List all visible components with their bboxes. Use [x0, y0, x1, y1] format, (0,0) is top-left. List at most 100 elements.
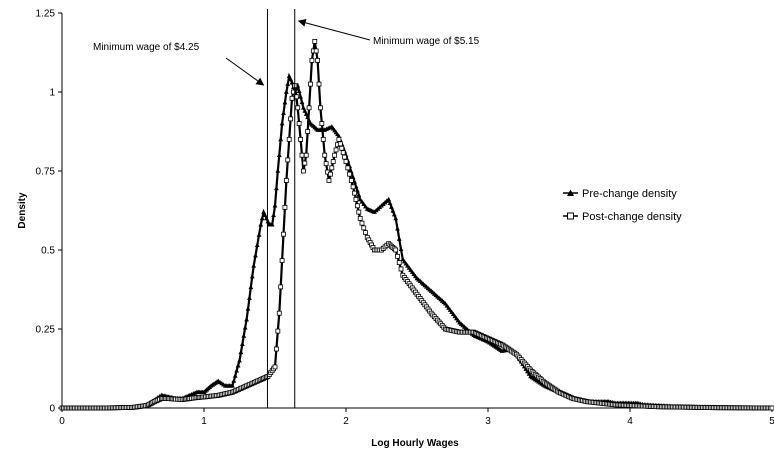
data-point	[244, 316, 249, 322]
data-point	[393, 247, 399, 253]
data-point	[309, 58, 315, 63]
data-point	[282, 99, 288, 105]
minimum-wage-lines	[266, 9, 296, 408]
y-tick-label: 1.25	[36, 9, 56, 20]
x-tick-label: 4	[627, 416, 633, 427]
data-point	[306, 105, 312, 111]
data-point	[329, 165, 335, 171]
series-line	[62, 72, 772, 410]
data-point	[356, 192, 362, 197]
data-point	[357, 215, 363, 221]
data-point	[235, 363, 241, 368]
data-point	[256, 232, 262, 237]
annotation-min-wage-515: Minimum wage of $5.15	[373, 36, 480, 47]
data-point	[353, 197, 359, 202]
data-point	[272, 364, 278, 370]
data-point	[352, 190, 357, 196]
data-point	[303, 111, 309, 116]
data-point	[395, 253, 400, 259]
data-point	[337, 141, 343, 147]
data-point	[322, 152, 328, 158]
x-tick-label: 2	[343, 416, 349, 427]
data-point	[342, 154, 347, 160]
legend: Pre-change density Post-change density	[563, 188, 682, 223]
data-point	[291, 89, 296, 95]
data-point	[296, 88, 302, 94]
legend-label-post: Post-change density	[582, 211, 682, 223]
data-point	[248, 284, 254, 290]
data-point	[230, 383, 235, 388]
data-point	[391, 212, 397, 217]
data-point	[278, 136, 284, 142]
data-point	[251, 263, 257, 268]
data-point	[281, 110, 286, 115]
data-point	[238, 349, 244, 355]
legend-entry-pre: Pre-change density	[563, 188, 677, 200]
data-point	[386, 196, 391, 202]
data-point	[296, 121, 302, 126]
data-point	[245, 306, 251, 311]
data-point	[301, 105, 306, 110]
data-point	[303, 152, 309, 158]
data-point	[315, 58, 321, 63]
data-point	[398, 266, 404, 272]
data-point	[271, 212, 276, 218]
x-axis-title: Log Hourly Wages	[371, 438, 459, 449]
data-point	[281, 231, 286, 237]
data-point	[350, 174, 356, 180]
data-point	[305, 129, 311, 134]
x-tick-label: 3	[485, 416, 491, 427]
data-point	[289, 95, 295, 101]
annotation-arrow-515	[297, 18, 371, 41]
data-point	[769, 405, 774, 411]
data-point	[276, 310, 282, 316]
data-point	[330, 159, 336, 164]
data-point	[313, 48, 319, 54]
data-point	[253, 252, 258, 258]
data-point	[283, 89, 289, 94]
data-point	[299, 152, 305, 158]
data-point	[302, 160, 308, 166]
data-point	[361, 201, 367, 206]
data-point	[348, 178, 354, 183]
data-point	[232, 373, 238, 378]
data-point	[274, 185, 279, 191]
data-point	[336, 136, 342, 142]
data-point	[354, 203, 360, 209]
data-point	[298, 136, 303, 142]
data-point	[332, 152, 338, 158]
data-point	[234, 368, 240, 373]
y-tick-label: 0.75	[36, 167, 56, 178]
data-point	[258, 222, 264, 227]
data-point	[359, 220, 365, 226]
data-point	[302, 108, 308, 113]
data-point	[308, 81, 313, 87]
data-point	[275, 328, 281, 334]
data-point	[262, 212, 268, 218]
annotation-arrow-425	[225, 57, 265, 86]
data-point	[340, 150, 346, 156]
data-point	[247, 295, 252, 300]
data-point	[279, 258, 285, 263]
legend-label-pre: Pre-change density	[582, 188, 677, 200]
data-point	[259, 215, 265, 221]
x-tick-label: 0	[59, 416, 65, 427]
data-point	[295, 105, 301, 111]
data-point	[274, 346, 279, 352]
data-point	[239, 341, 245, 346]
series-line	[62, 41, 772, 410]
data-point	[390, 208, 396, 213]
data-point	[350, 184, 356, 190]
data-point	[298, 94, 303, 99]
data-point	[288, 76, 294, 82]
data-point	[319, 121, 325, 126]
data-point	[299, 99, 305, 105]
data-point	[254, 242, 260, 248]
data-point	[327, 171, 333, 177]
y-axis-title: Density	[17, 192, 28, 229]
data-point	[275, 168, 281, 173]
data-point	[272, 203, 278, 208]
data-point	[282, 204, 288, 210]
data-point	[339, 145, 345, 151]
